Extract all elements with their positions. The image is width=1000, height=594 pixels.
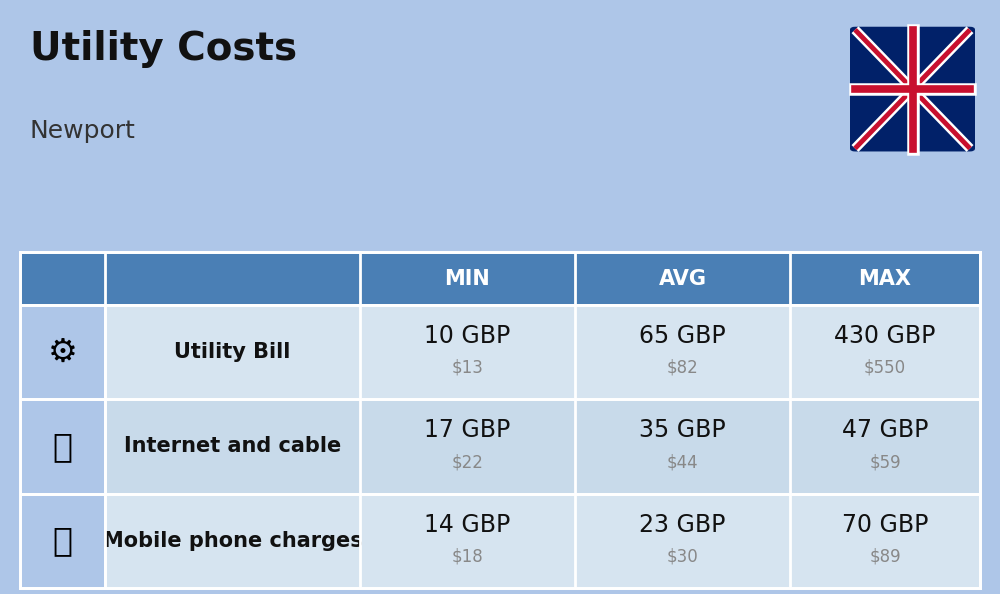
Text: 430 GBP: 430 GBP — [834, 324, 936, 348]
Text: Internet and cable: Internet and cable — [124, 437, 341, 456]
Text: 10 GBP: 10 GBP — [424, 324, 511, 348]
FancyBboxPatch shape — [20, 494, 105, 588]
Text: $13: $13 — [452, 359, 483, 377]
Text: MIN: MIN — [445, 268, 490, 289]
FancyBboxPatch shape — [20, 399, 105, 494]
Text: $18: $18 — [452, 548, 483, 566]
FancyBboxPatch shape — [20, 252, 980, 305]
Text: Newport: Newport — [30, 119, 136, 143]
Text: $30: $30 — [667, 548, 698, 566]
Text: 17 GBP: 17 GBP — [424, 418, 511, 443]
Text: $59: $59 — [869, 453, 901, 472]
Text: Utility Bill: Utility Bill — [174, 342, 291, 362]
Text: 65 GBP: 65 GBP — [639, 324, 726, 348]
Text: $44: $44 — [667, 453, 698, 472]
Text: Utility Costs: Utility Costs — [30, 30, 297, 68]
Text: 14 GBP: 14 GBP — [424, 513, 511, 537]
FancyBboxPatch shape — [20, 305, 980, 399]
Text: ⚙: ⚙ — [48, 336, 77, 368]
Text: 70 GBP: 70 GBP — [842, 513, 928, 537]
Text: $82: $82 — [667, 359, 698, 377]
Text: 23 GBP: 23 GBP — [639, 513, 726, 537]
Text: MAX: MAX — [858, 268, 912, 289]
Text: $550: $550 — [864, 359, 906, 377]
FancyBboxPatch shape — [20, 399, 980, 494]
FancyBboxPatch shape — [20, 494, 980, 588]
Text: 📶: 📶 — [52, 430, 72, 463]
Text: Mobile phone charges: Mobile phone charges — [103, 531, 362, 551]
Text: AVG: AVG — [658, 268, 706, 289]
Text: 47 GBP: 47 GBP — [842, 418, 928, 443]
FancyBboxPatch shape — [20, 305, 105, 399]
FancyBboxPatch shape — [850, 27, 975, 151]
Text: 35 GBP: 35 GBP — [639, 418, 726, 443]
Text: $89: $89 — [869, 548, 901, 566]
Text: 📱: 📱 — [52, 525, 72, 557]
Text: $22: $22 — [452, 453, 483, 472]
